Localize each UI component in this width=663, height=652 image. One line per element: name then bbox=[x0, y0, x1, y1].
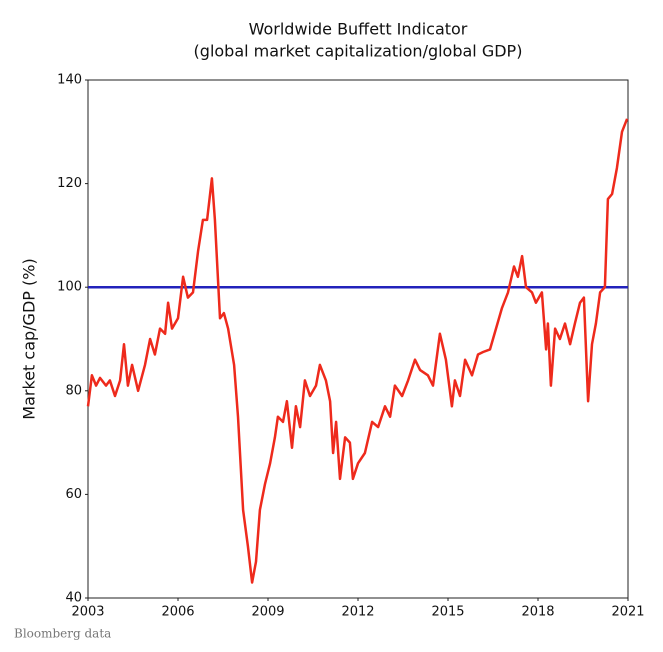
source-note: Bloomberg data bbox=[14, 627, 111, 641]
x-tick-label: 2006 bbox=[161, 605, 194, 620]
y-tick-label: 100 bbox=[57, 280, 82, 295]
x-tick-label: 2009 bbox=[251, 605, 284, 620]
y-axis-label: Market cap/GDP (%) bbox=[20, 258, 39, 419]
y-tick-label: 140 bbox=[57, 73, 82, 88]
x-tick-label: 2015 bbox=[431, 605, 464, 620]
y-tick-label: 60 bbox=[65, 487, 82, 502]
y-tick-label: 120 bbox=[57, 176, 82, 191]
chart-title: Worldwide Buffett Indicator bbox=[249, 20, 468, 39]
x-tick-label: 2021 bbox=[611, 605, 644, 620]
y-tick-label: 80 bbox=[65, 383, 82, 398]
data-line bbox=[86, 118, 629, 584]
x-tick-label: 2003 bbox=[71, 605, 104, 620]
chart-subtitle: (global market capitalization/global GDP… bbox=[194, 42, 523, 61]
y-tick-label: 40 bbox=[65, 591, 82, 606]
x-tick-label: 2012 bbox=[341, 605, 374, 620]
x-tick-label: 2018 bbox=[521, 605, 554, 620]
